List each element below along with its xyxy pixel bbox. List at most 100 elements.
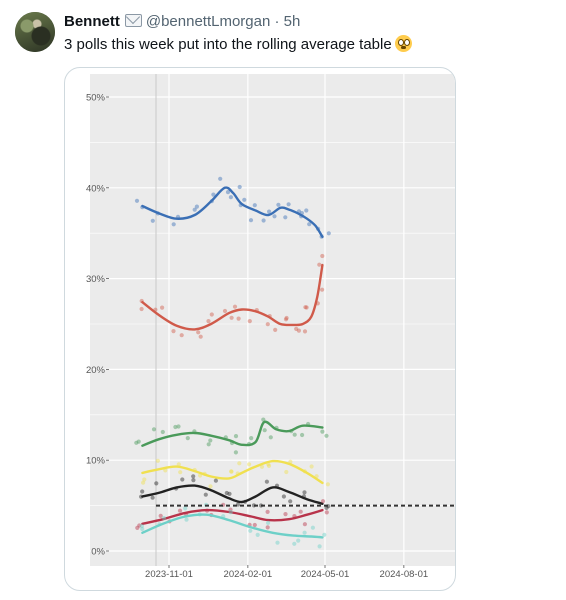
poll-point [249,436,254,441]
envelope-icon [124,14,142,27]
poll-point [247,462,252,467]
poll-point [134,440,139,445]
poll-point [320,429,325,434]
avatar[interactable] [15,12,55,52]
poll-point [255,532,260,537]
x-tick-label: 2024-05-01 [301,569,350,580]
poll-point [176,424,181,429]
poll-point [233,450,238,455]
poll-point [176,462,181,467]
poll-point [185,436,190,441]
poll-point [320,287,325,292]
poll-point [259,464,265,469]
poll-point [265,525,270,530]
poll-point [252,522,257,528]
poll-point [135,525,140,530]
poll-point [206,442,211,447]
poll-point [252,203,257,208]
trend-line [141,508,324,525]
poll-point [237,184,242,190]
poll-point [322,532,327,537]
poll-point [302,490,307,495]
poll-point [324,505,329,510]
poll-point [141,480,146,485]
poll-point [320,253,325,259]
y-tick-label: 40% [86,183,106,194]
poll-point [150,218,155,223]
poll-point [283,215,288,220]
trend-line [141,459,324,485]
poll-point [222,308,228,314]
poll-point [225,190,231,195]
poll-point [294,326,299,331]
poll-point [247,319,252,324]
poll-point [229,469,234,474]
poll-point [261,218,266,223]
poll-point [266,520,271,525]
poll-point [317,544,322,549]
poll-point [211,192,216,197]
poll-point [232,304,238,309]
poll-point [302,530,307,535]
poll-point [264,479,269,484]
poll-point [134,198,140,203]
poll-point [206,319,211,324]
poll-point [196,330,201,335]
poll-point [160,305,165,310]
poll-point [228,195,233,200]
poll-point [262,428,267,433]
poll-point [268,435,273,440]
poll-point [183,506,188,511]
timestamp[interactable]: 5h [283,13,301,30]
poll-point [233,434,239,439]
poll-point [283,512,288,517]
poll-point [192,207,197,212]
poll-point [300,432,305,438]
poll-point [139,523,144,529]
poll-point [191,474,196,479]
author-handle[interactable]: @bennettLmorgan [145,13,271,30]
poll-point [160,429,165,435]
y-tick-label: 0% [91,547,105,558]
poll-point [208,438,213,443]
poll-point [267,209,272,214]
x-tick-label: 2024-02-01 [224,569,273,580]
tweet-text: 3 polls this week put into the rolling a… [64,35,412,55]
poll-point [309,464,314,469]
poll-point [302,329,308,334]
y-tick-label: 10% [86,456,106,467]
poll-point [229,469,234,474]
poll-point [161,516,167,521]
polling-chart: 0% 10% 20% 30% 40% 50% 2023-11-01 2024-02-01 202… [86,74,455,580]
poll-point [273,327,278,332]
poll-point [286,202,291,207]
poll-point [296,328,301,333]
poll-point [180,477,185,482]
poll-point [265,509,270,514]
poll-point [292,432,297,437]
poll-point [283,317,289,322]
poll-point [224,490,229,496]
poll-point [198,334,203,339]
poll-point [324,433,329,438]
poll-point [265,322,270,327]
poll-point [304,208,309,213]
author-name[interactable]: Bennett [64,13,120,30]
poll-point [209,312,214,317]
poll-point [320,499,326,504]
poll-point [292,541,297,546]
poll-point [178,470,183,475]
y-tick-label: 50% [86,93,106,104]
poll-point [302,522,307,527]
poll-point [155,458,160,463]
tweet-media-image[interactable]: 0% 10% 20% 30% 40% 50% 2023-11-01 2024-02-01 202… [64,67,456,591]
flushed-face-emoji [394,35,412,52]
trend-line [141,513,324,539]
trend-line [141,420,324,447]
tweet-header: Bennett @bennettLmorgan · 5h [64,13,300,31]
poll-point [272,214,277,219]
poll-point [179,333,184,338]
poll-point [266,463,272,468]
y-tick-label: 20% [86,365,106,376]
poll-point [307,222,312,227]
